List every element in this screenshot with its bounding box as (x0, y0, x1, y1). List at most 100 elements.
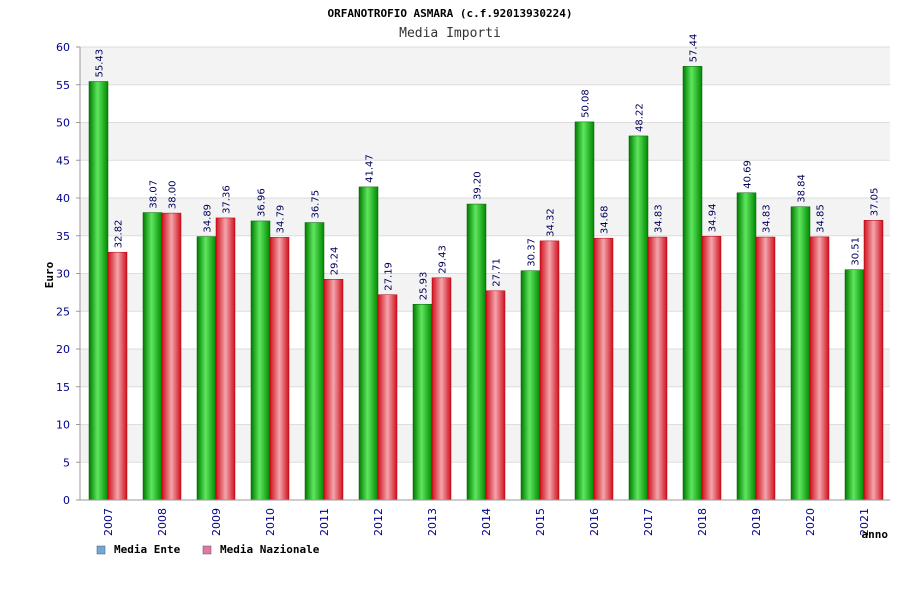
bar-media-nazionale-2017 (647, 236, 668, 501)
bar-media-ente-2018 (682, 66, 703, 501)
bar-media-nazionale-2013 (431, 277, 452, 501)
data-label-media-ente-2010: 36.96 (257, 188, 268, 217)
y-axis-ticks: 0 5 10 15 20 25 30 35 40 45 50 55 60 (56, 41, 80, 507)
bar-media-ente-2007 (88, 81, 109, 501)
data-label-media-nazionale-2015: 34.32 (546, 208, 557, 237)
legend-swatch-media-nazionale (202, 545, 212, 555)
x-tick-label-2018: 2018 (696, 508, 709, 536)
data-label-media-ente-2011: 36.75 (311, 190, 322, 219)
data-label-media-nazionale-2012: 27.19 (384, 262, 395, 291)
data-label-media-ente-2015: 30.37 (527, 238, 538, 267)
x-tick-label-2009: 2009 (210, 508, 223, 536)
legend-label-media-nazionale: Media Nazionale (220, 543, 320, 556)
data-label-media-nazionale-2008: 38.00 (168, 180, 179, 209)
data-label-media-nazionale-2014: 27.71 (492, 258, 503, 287)
bar-media-nazionale-2016 (593, 237, 614, 501)
bar-media-ente-2019 (736, 192, 757, 501)
bar-media-nazionale-2018 (701, 235, 722, 501)
data-label-media-ente-2016: 50.08 (581, 89, 592, 118)
x-tick-label-2021: 2021 (858, 508, 871, 536)
bar-media-ente-2016 (574, 121, 595, 501)
y-tick-label: 40 (56, 192, 70, 205)
chart-title: ORFANOTROFIO ASMARA (c.f.92013930224) (327, 7, 572, 20)
data-label-media-ente-2013: 25.93 (419, 272, 430, 301)
x-tick-label-2007: 2007 (102, 508, 115, 536)
data-label-media-ente-2014: 39.20 (473, 171, 484, 200)
bar-media-nazionale-2015 (539, 240, 560, 501)
x-tick-label-2020: 2020 (804, 508, 817, 536)
data-label-media-nazionale-2009: 37.36 (222, 185, 233, 214)
bar-media-ente-2010 (250, 220, 271, 501)
bar-media-nazionale-2021 (863, 220, 884, 501)
grid-band (80, 84, 890, 123)
data-label-media-ente-2012: 41.47 (365, 154, 376, 183)
grid-band (80, 122, 890, 161)
bar-media-ente-2011 (304, 222, 325, 501)
data-label-media-ente-2009: 34.89 (203, 204, 214, 233)
y-tick-label: 20 (56, 343, 70, 356)
data-label-media-nazionale-2020: 34.85 (816, 204, 827, 233)
bar-media-nazionale-2019 (755, 236, 776, 501)
y-tick-label: 25 (56, 305, 70, 318)
y-tick-label: 15 (56, 381, 70, 394)
bar-media-nazionale-2012 (377, 294, 398, 501)
data-label-media-nazionale-2021: 37.05 (870, 188, 881, 217)
x-axis-label: anno (862, 528, 889, 541)
bar-media-nazionale-2008 (161, 212, 182, 501)
y-tick-label: 5 (63, 456, 70, 469)
y-tick-label: 30 (56, 268, 70, 281)
data-label-media-ente-2008: 38.07 (149, 180, 160, 209)
bar-media-ente-2014 (466, 203, 487, 501)
bar-media-ente-2013 (412, 303, 433, 501)
legend-swatch-media-ente (96, 545, 106, 555)
data-labels: 55.43 32.82 38.07 38.00 34.89 37.36 36.96 34.79… (95, 34, 881, 301)
data-label-media-ente-2018: 57.44 (689, 34, 700, 63)
bar-media-nazionale-2010 (269, 237, 290, 501)
data-label-media-nazionale-2011: 29.24 (330, 247, 341, 276)
data-label-media-nazionale-2017: 34.83 (654, 204, 665, 233)
x-tick-label-2008: 2008 (156, 508, 169, 536)
x-tick-label-2013: 2013 (426, 508, 439, 536)
y-tick-label: 0 (63, 494, 70, 507)
bars (88, 66, 884, 501)
y-tick-label: 45 (56, 154, 70, 167)
bar-media-ente-2012 (358, 186, 379, 501)
bar-media-ente-2009 (196, 236, 217, 501)
y-tick-label: 50 (56, 117, 70, 130)
bar-media-ente-2015 (520, 270, 541, 501)
x-tick-label-2014: 2014 (480, 508, 493, 536)
data-label-media-nazionale-2019: 34.83 (762, 204, 773, 233)
bar-media-ente-2017 (628, 135, 649, 501)
data-label-media-nazionale-2007: 32.82 (114, 220, 125, 249)
data-label-media-nazionale-2013: 29.43 (438, 245, 449, 274)
grid-band (80, 47, 890, 85)
bar-media-ente-2020 (790, 206, 811, 501)
data-label-media-nazionale-2010: 34.79 (276, 205, 287, 234)
y-axis-label: Euro (43, 261, 56, 288)
bar-media-nazionale-2009 (215, 217, 236, 501)
bar-media-nazionale-2007 (107, 251, 128, 501)
bar-media-ente-2008 (142, 212, 163, 501)
grid-band (80, 160, 890, 198)
x-tick-label-2017: 2017 (642, 508, 655, 536)
x-tick-label-2011: 2011 (318, 508, 331, 536)
y-tick-label: 55 (56, 79, 70, 92)
x-axis-ticks: 2007 2008 2009 2010 2011 2012 2013 2014 2015 2016… (102, 508, 871, 536)
y-tick-label: 35 (56, 230, 70, 243)
legend: Media Ente Media Nazionale (96, 543, 320, 556)
data-label-media-ente-2019: 40.69 (743, 160, 754, 189)
data-label-media-ente-2020: 38.84 (797, 174, 808, 203)
legend-label-media-ente: Media Ente (114, 543, 181, 556)
x-tick-label-2012: 2012 (372, 508, 385, 536)
data-label-media-ente-2021: 30.51 (851, 237, 862, 266)
bar-media-ente-2021 (844, 269, 865, 501)
bar-media-nazionale-2011 (323, 278, 344, 501)
y-tick-label: 10 (56, 419, 70, 432)
y-tick-label: 60 (56, 41, 70, 54)
chart-subtitle: Media Importi (399, 26, 501, 41)
data-label-media-nazionale-2016: 34.68 (600, 206, 611, 235)
data-label-media-ente-2007: 55.43 (95, 49, 106, 78)
bar-media-nazionale-2020 (809, 236, 830, 501)
